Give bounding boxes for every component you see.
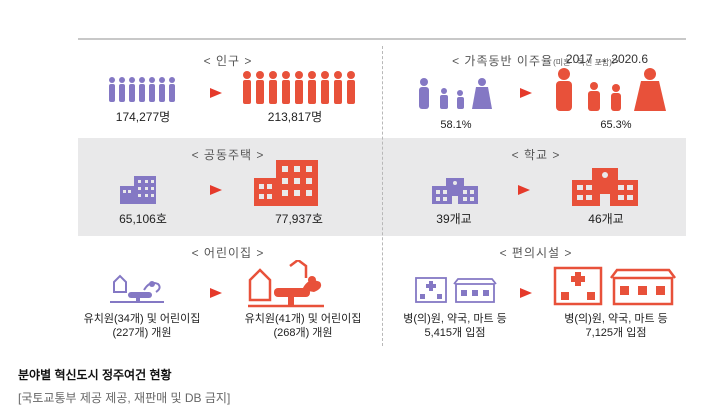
vertical-divider bbox=[382, 46, 383, 346]
panel-title: < 편의시설 > bbox=[499, 246, 573, 260]
population-after: 213,817명 bbox=[267, 110, 323, 124]
people-after-icon bbox=[243, 71, 355, 104]
panel-title: < 학교 > bbox=[511, 148, 561, 162]
playground-after-icon bbox=[248, 260, 324, 308]
apartment-before-icon bbox=[120, 176, 156, 204]
top-rule bbox=[78, 38, 686, 40]
panel-title: < 가족동반 이주율(미혼 · 독신 포함)> bbox=[452, 54, 620, 68]
arrow-right-icon bbox=[210, 288, 222, 298]
panel-convenience: < 편의시설 > 병(의)원, 약국, 마트 등 5,415개 입점 bbox=[386, 238, 686, 350]
panel-title: < 공동주택 > bbox=[191, 148, 265, 162]
shops-before-icon bbox=[415, 277, 497, 303]
panel-title-note: (미혼 · 독신 포함) bbox=[553, 58, 612, 67]
daycare-after-line1: 유치원(41개) 및 어린이집 bbox=[244, 313, 362, 325]
panel-school: < 학교 > 39개교 46개교 bbox=[386, 138, 686, 238]
daycare-before-line2: (227개) 개원 bbox=[112, 327, 172, 339]
playground-before-icon bbox=[110, 274, 164, 303]
image-caption: 분야별 혁신도시 정주여건 현황 bbox=[18, 368, 172, 382]
housing-before: 65,106호 bbox=[119, 212, 167, 226]
arrow-right-icon bbox=[518, 185, 530, 195]
shops-after-icon bbox=[553, 266, 676, 306]
infographic: 2017 → 2020.6 < 인구 > bbox=[78, 38, 686, 350]
convenience-before-line2: 5,415개 입점 bbox=[424, 327, 486, 339]
panel-family: < 가족동반 이주율(미혼 · 독신 포함)> 58.1% 65.3% bbox=[386, 38, 686, 138]
family-before-icon bbox=[419, 78, 492, 109]
family-before: 58.1% bbox=[440, 119, 472, 131]
people-before-icon bbox=[109, 77, 175, 102]
population-before: 174,277명 bbox=[115, 110, 171, 124]
school-before-icon bbox=[432, 178, 478, 204]
family-after-icon bbox=[556, 68, 666, 111]
school-after-icon bbox=[572, 168, 638, 206]
panel-population: < 인구 > bbox=[78, 38, 378, 138]
arrow-right-icon bbox=[210, 185, 222, 195]
school-before: 39개교 bbox=[436, 212, 472, 226]
panel-title: < 어린이집 > bbox=[191, 246, 265, 260]
panel-daycare: < 어린이집 > 유치원(34개) 및 어린이집 (227개) 개원 bbox=[78, 238, 378, 350]
panel-housing: < 공동주택 > 65,106호 bbox=[78, 138, 378, 238]
arrow-right-icon bbox=[210, 88, 222, 98]
family-after: 65.3% bbox=[600, 119, 632, 131]
convenience-after-line1: 병(의)원, 약국, 마트 등 bbox=[564, 313, 668, 325]
panel-title: < 인구 > bbox=[203, 54, 253, 68]
period-label: 2017 → 2020.6 bbox=[565, 52, 648, 66]
arrow-right-icon bbox=[520, 88, 532, 98]
school-after: 46개교 bbox=[588, 212, 624, 226]
housing-after: 77,937호 bbox=[275, 212, 323, 226]
image-credit: [국토교통부 제공 제공, 재판매 및 DB 금지] bbox=[18, 391, 231, 405]
daycare-after-line2: (268개) 개원 bbox=[273, 327, 333, 339]
apartment-after-icon bbox=[254, 160, 318, 206]
daycare-before-line1: 유치원(34개) 및 어린이집 bbox=[83, 313, 201, 325]
convenience-before-line1: 병(의)원, 약국, 마트 등 bbox=[403, 313, 507, 325]
arrow-right-icon bbox=[520, 288, 532, 298]
convenience-after-line2: 7,125개 입점 bbox=[585, 327, 647, 339]
